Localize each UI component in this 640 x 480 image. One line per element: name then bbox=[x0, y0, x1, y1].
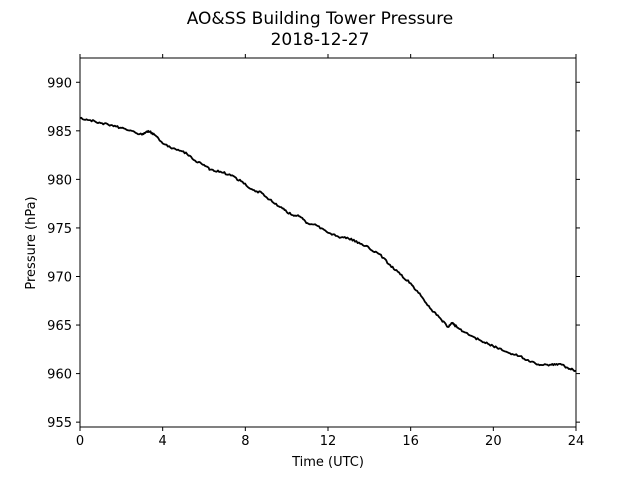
plot-frame bbox=[79, 57, 577, 428]
x-tick-label: 16 bbox=[402, 434, 419, 449]
x-tick-label: 4 bbox=[159, 434, 167, 449]
y-tick-label: 990 bbox=[47, 76, 72, 91]
y-axis-label: Pressure (hPa) bbox=[24, 196, 39, 289]
plot-area bbox=[80, 58, 576, 427]
tick-layer: 0 4 8 12 16 20 24 955 960 965 970 975 980 985 990 bbox=[47, 54, 584, 449]
chart-title: AO&SS Building Tower Pressure bbox=[187, 9, 454, 29]
y-tick-label: 975 bbox=[47, 222, 72, 237]
x-axis-label: Time (UTC) bbox=[291, 455, 364, 470]
x-tick-label: 8 bbox=[241, 434, 249, 449]
y-tick-label: 985 bbox=[47, 125, 72, 140]
y-tick-label: 965 bbox=[47, 319, 72, 334]
y-tick-label: 955 bbox=[47, 416, 72, 431]
y-tick-label: 970 bbox=[47, 270, 72, 285]
y-tick-label: 960 bbox=[47, 368, 72, 383]
x-tick-label: 0 bbox=[76, 434, 84, 449]
chart-subtitle: 2018-12-27 bbox=[271, 30, 370, 50]
x-tick-label: 20 bbox=[485, 434, 502, 449]
y-tick-label: 980 bbox=[47, 173, 72, 188]
x-tick-label: 12 bbox=[320, 434, 337, 449]
x-tick-label: 24 bbox=[568, 434, 585, 449]
pressure-series-line bbox=[79, 116, 577, 372]
